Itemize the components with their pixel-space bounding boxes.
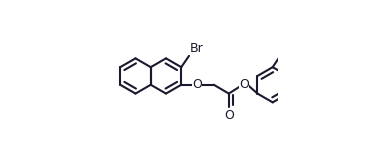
Text: O: O <box>239 78 249 91</box>
Text: O: O <box>192 78 202 91</box>
Text: O: O <box>224 109 234 122</box>
Text: Br: Br <box>190 42 204 55</box>
